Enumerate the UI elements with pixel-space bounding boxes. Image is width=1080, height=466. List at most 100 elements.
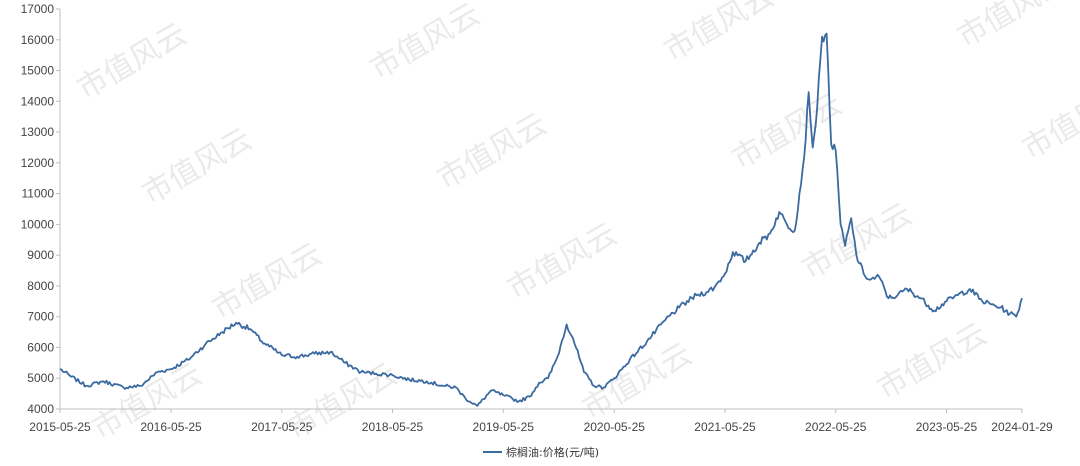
data-point — [826, 33, 828, 35]
watermark-text: 市值风云 — [797, 197, 918, 287]
data-point — [878, 276, 880, 278]
legend: 棕榈油:价格(元/吨) — [483, 445, 599, 459]
data-point — [583, 371, 585, 373]
data-point — [933, 310, 935, 312]
data-point — [778, 211, 780, 213]
data-point — [906, 288, 908, 290]
data-point — [981, 300, 983, 302]
data-point — [344, 362, 346, 364]
series-line — [59, 32, 1023, 407]
data-point — [314, 353, 316, 355]
data-point — [170, 368, 172, 370]
y-tick-label: 14000 — [21, 94, 55, 108]
data-point — [863, 273, 865, 275]
y-tick-label: 16000 — [21, 33, 55, 47]
x-tick-label: 2018-05-25 — [362, 420, 424, 434]
data-point — [629, 359, 631, 361]
x-tick-label: 2016-05-25 — [140, 420, 202, 434]
y-tick-label: 8000 — [27, 279, 54, 293]
data-point — [490, 390, 492, 392]
data-point — [455, 387, 457, 389]
data-point — [122, 387, 124, 389]
data-point — [696, 294, 698, 296]
data-point — [786, 223, 788, 225]
y-tick-label: 17000 — [21, 2, 55, 16]
x-tick-label: 2023-05-25 — [916, 420, 978, 434]
data-point — [221, 331, 223, 333]
y-tick-label: 15000 — [21, 64, 55, 78]
data-point — [538, 382, 540, 384]
data-point — [443, 385, 445, 387]
y-tick-label: 9000 — [27, 248, 54, 262]
data-point — [59, 368, 61, 370]
x-tick-label: 2020-05-25 — [584, 420, 646, 434]
data-point — [529, 396, 531, 398]
plot-area — [59, 32, 1023, 407]
data-point — [745, 260, 747, 262]
data-point — [794, 230, 796, 232]
data-point — [665, 319, 667, 321]
data-point — [803, 156, 805, 158]
data-point — [409, 379, 411, 381]
data-point — [821, 36, 823, 38]
watermark-text: 市值风云 — [952, 0, 1073, 55]
data-point — [502, 394, 504, 396]
x-tick-label: 2019-05-25 — [473, 420, 535, 434]
y-tick-label: 11000 — [22, 187, 55, 201]
y-tick-label: 13000 — [21, 125, 55, 139]
data-point — [261, 340, 263, 342]
data-point — [566, 323, 568, 325]
data-point — [946, 300, 948, 302]
watermark-text: 市值风云 — [72, 17, 193, 107]
data-point — [375, 373, 377, 375]
data-point — [808, 91, 810, 93]
data-point — [235, 322, 237, 324]
data-point — [464, 397, 466, 399]
data-point — [888, 297, 890, 299]
data-point — [476, 405, 478, 407]
watermark-text: 市值风云 — [1017, 77, 1080, 167]
y-tick-label: 7000 — [27, 310, 54, 324]
data-point — [855, 254, 857, 256]
watermark-text: 市值风云 — [659, 0, 780, 69]
data-point — [1000, 307, 1002, 309]
data-point — [769, 233, 771, 235]
watermark-text: 市值风云 — [137, 122, 258, 212]
data-point — [830, 143, 832, 145]
data-point — [426, 380, 428, 382]
watermark-text: 市值风云 — [365, 0, 486, 87]
data-point — [724, 273, 726, 275]
data-point — [360, 371, 362, 373]
data-point — [1015, 316, 1017, 318]
y-axis: 4000 5000 6000 7000 8000 9000 10000 11000 12000 1… — [21, 2, 61, 416]
data-point — [296, 356, 298, 358]
data-point — [969, 288, 971, 290]
data-point — [518, 400, 520, 402]
y-tick-label: 12000 — [21, 156, 55, 170]
data-point — [593, 385, 595, 387]
data-point — [329, 351, 331, 353]
x-axis: 2015-05-25 2016-05-25 2017-05-25 2018-05-25… — [29, 408, 1053, 434]
watermark-text: 市值风云 — [872, 317, 993, 407]
data-point — [706, 291, 708, 293]
data-point — [646, 340, 648, 342]
data-point — [835, 150, 837, 152]
legend-label: 棕榈油:价格(元/吨) — [506, 445, 599, 459]
data-point — [249, 328, 251, 330]
data-point — [1021, 297, 1023, 299]
data-point — [920, 297, 922, 299]
data-point — [850, 217, 852, 219]
data-point — [897, 294, 899, 296]
data-point — [140, 385, 142, 387]
data-point — [1009, 313, 1011, 315]
data-point — [156, 371, 158, 373]
x-tick-label: 2017-05-25 — [251, 420, 313, 434]
data-point — [572, 337, 574, 339]
data-point — [187, 359, 189, 361]
data-point — [557, 356, 559, 358]
x-tick-label: 2021-05-25 — [694, 420, 756, 434]
data-point — [281, 354, 283, 356]
data-point — [758, 242, 760, 244]
